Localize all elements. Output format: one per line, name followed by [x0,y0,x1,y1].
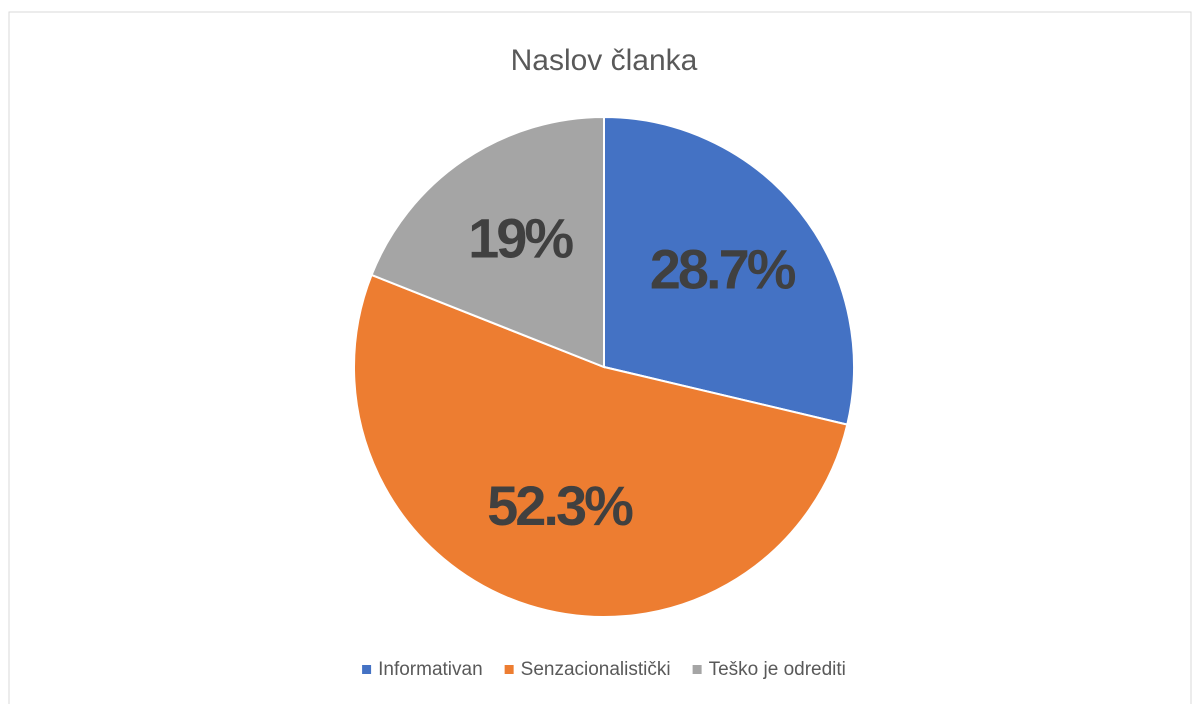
legend-label: Informativan [378,659,483,680]
data-label: 52.3% [487,474,633,537]
legend-label: Senzacionalistički [521,659,671,680]
pie-slice [370,115,605,369]
legend-label: Teško je odrediti [709,659,846,680]
legend-swatch [504,665,514,674]
pie-slice [353,273,849,618]
chart-title: Naslov članka [511,44,698,77]
legend-swatch [362,665,372,674]
pie-slice [603,115,855,426]
legend-swatch [692,665,702,674]
data-label: 28.7% [650,238,796,301]
data-label: 19% [468,207,573,270]
